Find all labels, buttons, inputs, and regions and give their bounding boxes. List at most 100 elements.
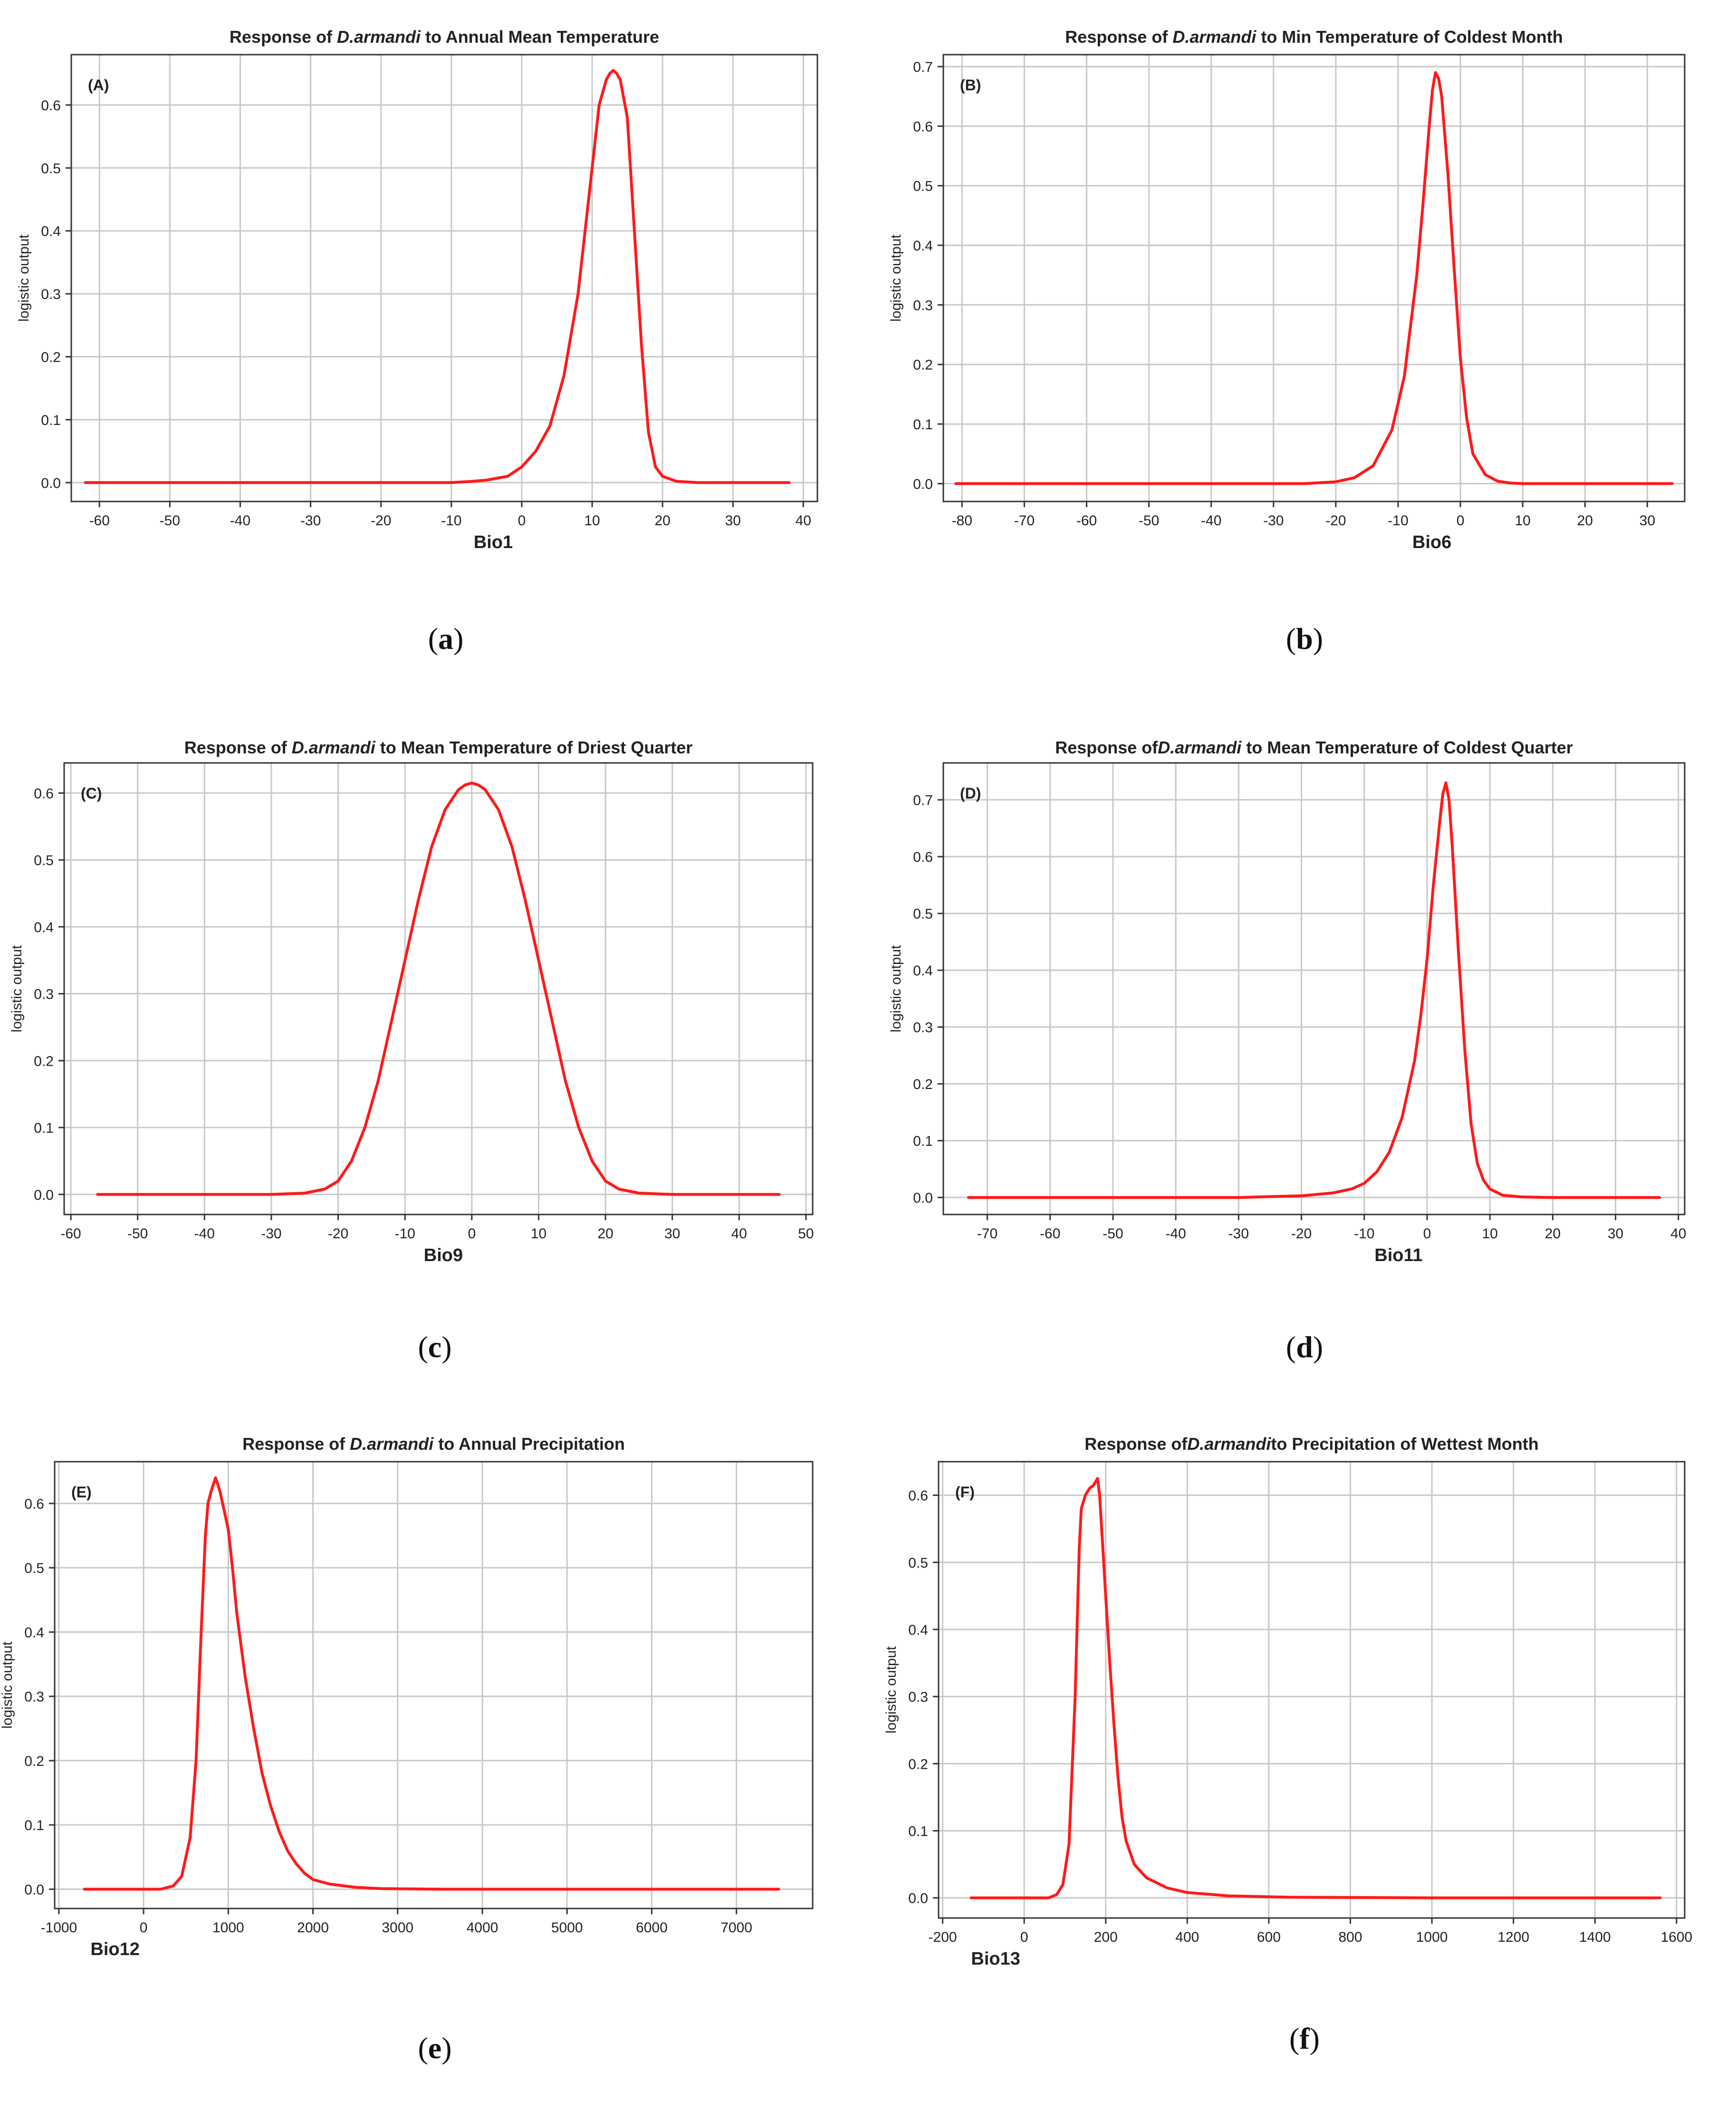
- x-axis-label: Bio1: [474, 532, 513, 552]
- x-tick-label: -50: [127, 1226, 148, 1242]
- chart-panel-3: -60 -50 -40 -30 -20 -10 0 10 20 30 40 50 0.0 0.1 0.2 0.…: [9, 738, 814, 1364]
- y-tick-label: 0.6: [913, 119, 933, 135]
- y-tick-label: 0.4: [41, 224, 61, 240]
- caption-letter: c: [428, 1330, 441, 1364]
- y-tick-label: 0.5: [913, 179, 933, 194]
- x-tick-label: -30: [1228, 1226, 1249, 1242]
- x-tick-label: 0: [468, 1226, 476, 1242]
- x-tick-label: 400: [1175, 1929, 1199, 1945]
- x-tick-label: -1000: [41, 1920, 77, 1936]
- x-tick-label: 10: [1482, 1226, 1497, 1242]
- y-tick-label: 0.3: [913, 298, 933, 313]
- y-tick-label: 0.0: [913, 1190, 933, 1206]
- series-line-response: [954, 71, 1674, 485]
- x-tick-label: -40: [230, 513, 250, 529]
- y-axis-label: logistic output: [0, 1641, 15, 1729]
- y-axis-label: logistic output: [888, 945, 904, 1032]
- chart-panel-6: -200 0 200 400 600 800 1000 1200 1400 1600 0.0 0.1 0…: [883, 1434, 1692, 2055]
- y-axis-label: logistic output: [9, 945, 25, 1032]
- y-tick-label: 0.6: [34, 786, 54, 801]
- y-tick-label: 0.5: [908, 1555, 928, 1571]
- panel-caption: (b): [1286, 622, 1323, 655]
- x-tick-label: -40: [1165, 1226, 1186, 1242]
- y-tick-label: 0.6: [908, 1488, 928, 1504]
- title-prefix: Response of: [230, 27, 337, 47]
- panel-caption: (c): [418, 1330, 451, 1364]
- y-tick-label: 0.2: [41, 349, 61, 365]
- y-tick-label: 0.5: [34, 853, 54, 868]
- title-prefix: Response of: [1055, 738, 1158, 757]
- y-tick-label: 0.2: [913, 1077, 933, 1092]
- y-tick-label: 0.4: [913, 963, 933, 979]
- x-tick-label: -50: [160, 513, 180, 529]
- series-line-response: [967, 781, 1661, 1199]
- chart-panel-5: -1000 0 1000 2000 3000 4000 5000 6000 7000 0.0 0.1…: [0, 1434, 814, 2065]
- x-tick-label: 200: [1094, 1929, 1118, 1945]
- panel-label: (E): [71, 1484, 92, 1501]
- x-tick-label: 30: [664, 1226, 680, 1242]
- y-tick-label: 0.1: [908, 1823, 928, 1839]
- panel-label: (C): [81, 785, 102, 802]
- y-axis-label: logistic output: [888, 234, 904, 322]
- caption-letter: f: [1299, 2022, 1310, 2055]
- x-axis-label: Bio9: [424, 1245, 463, 1265]
- x-tick-label: 6000: [636, 1920, 668, 1936]
- chart-panel-4: -70 -60 -50 -40 -30 -20 -10 0 10 20 30 40 0.0 0.1 0.2 0…: [888, 738, 1686, 1364]
- y-tick-label: 0.3: [34, 987, 54, 1002]
- x-tick-label: 50: [798, 1226, 814, 1242]
- y-tick-label: 0.3: [24, 1689, 44, 1705]
- title-suffix: to Mean Temperature of Coldest Quarter: [1241, 738, 1573, 757]
- plot-frame: [942, 762, 1686, 1215]
- plot-frame: [54, 1461, 814, 1909]
- x-tick-label: 10: [584, 513, 600, 529]
- x-tick-label: 30: [1608, 1226, 1623, 1242]
- panel-caption: (a): [428, 622, 464, 655]
- x-tick-label: -30: [261, 1226, 281, 1242]
- x-tick-label: 600: [1257, 1929, 1281, 1945]
- y-tick-label: 0.1: [34, 1120, 54, 1136]
- y-tick-label: 0.0: [913, 476, 933, 492]
- x-tick-label: 1600: [1660, 1929, 1692, 1945]
- y-tick-label: 0.7: [913, 793, 933, 809]
- x-tick-label: 1200: [1497, 1929, 1529, 1945]
- title-prefix: Response of: [1084, 1434, 1188, 1454]
- chart-title: Response of D.armandi to Min Temperature…: [1065, 27, 1563, 47]
- y-tick-label: 0.4: [913, 238, 933, 254]
- y-tick-label: 0.0: [34, 1187, 54, 1203]
- x-tick-label: -70: [977, 1226, 997, 1242]
- x-axis-label: Bio12: [90, 1939, 139, 1959]
- x-tick-label: 5000: [551, 1920, 583, 1936]
- y-axis-label: logistic output: [883, 1646, 899, 1734]
- series-line-response: [83, 1476, 780, 1891]
- caption-letter: a: [438, 622, 453, 655]
- title-suffix: to Precipitation of Wettest Month: [1271, 1434, 1538, 1454]
- x-tick-label: -20: [1325, 513, 1346, 529]
- y-tick-label: 0.5: [913, 906, 933, 922]
- x-tick-label: 4000: [467, 1920, 499, 1936]
- title-species: D.armandi: [1187, 1434, 1271, 1454]
- y-tick-label: 0.3: [913, 1020, 933, 1036]
- x-tick-label: -10: [1354, 1226, 1374, 1242]
- x-tick-label: 0: [1457, 513, 1465, 529]
- title-prefix: Response of: [1065, 27, 1172, 47]
- panel-label: (D): [960, 785, 981, 802]
- x-tick-label: -60: [1040, 1226, 1060, 1242]
- x-tick-label: 20: [1577, 513, 1593, 529]
- x-tick-label: 40: [796, 513, 811, 529]
- y-tick-label: 0.0: [908, 1891, 928, 1907]
- x-tick-label: -20: [1291, 1226, 1312, 1242]
- x-tick-label: 0: [1423, 1226, 1431, 1242]
- x-axis-label: Bio11: [1374, 1245, 1422, 1265]
- x-tick-label: -60: [60, 1226, 81, 1242]
- caption-letter: b: [1296, 622, 1313, 655]
- x-tick-label: -10: [395, 1226, 415, 1242]
- y-tick-label: 0.6: [24, 1496, 44, 1512]
- y-tick-label: 0.2: [908, 1756, 928, 1772]
- x-tick-label: 0: [140, 1920, 148, 1936]
- x-axis-label: Bio13: [971, 1949, 1020, 1969]
- title-suffix: to Min Temperature of Coldest Month: [1256, 27, 1563, 47]
- title-prefix: Response of: [242, 1434, 350, 1454]
- x-tick-label: -30: [1263, 513, 1284, 529]
- panel-label: (A): [88, 77, 109, 94]
- panel-label: (F): [955, 1484, 975, 1501]
